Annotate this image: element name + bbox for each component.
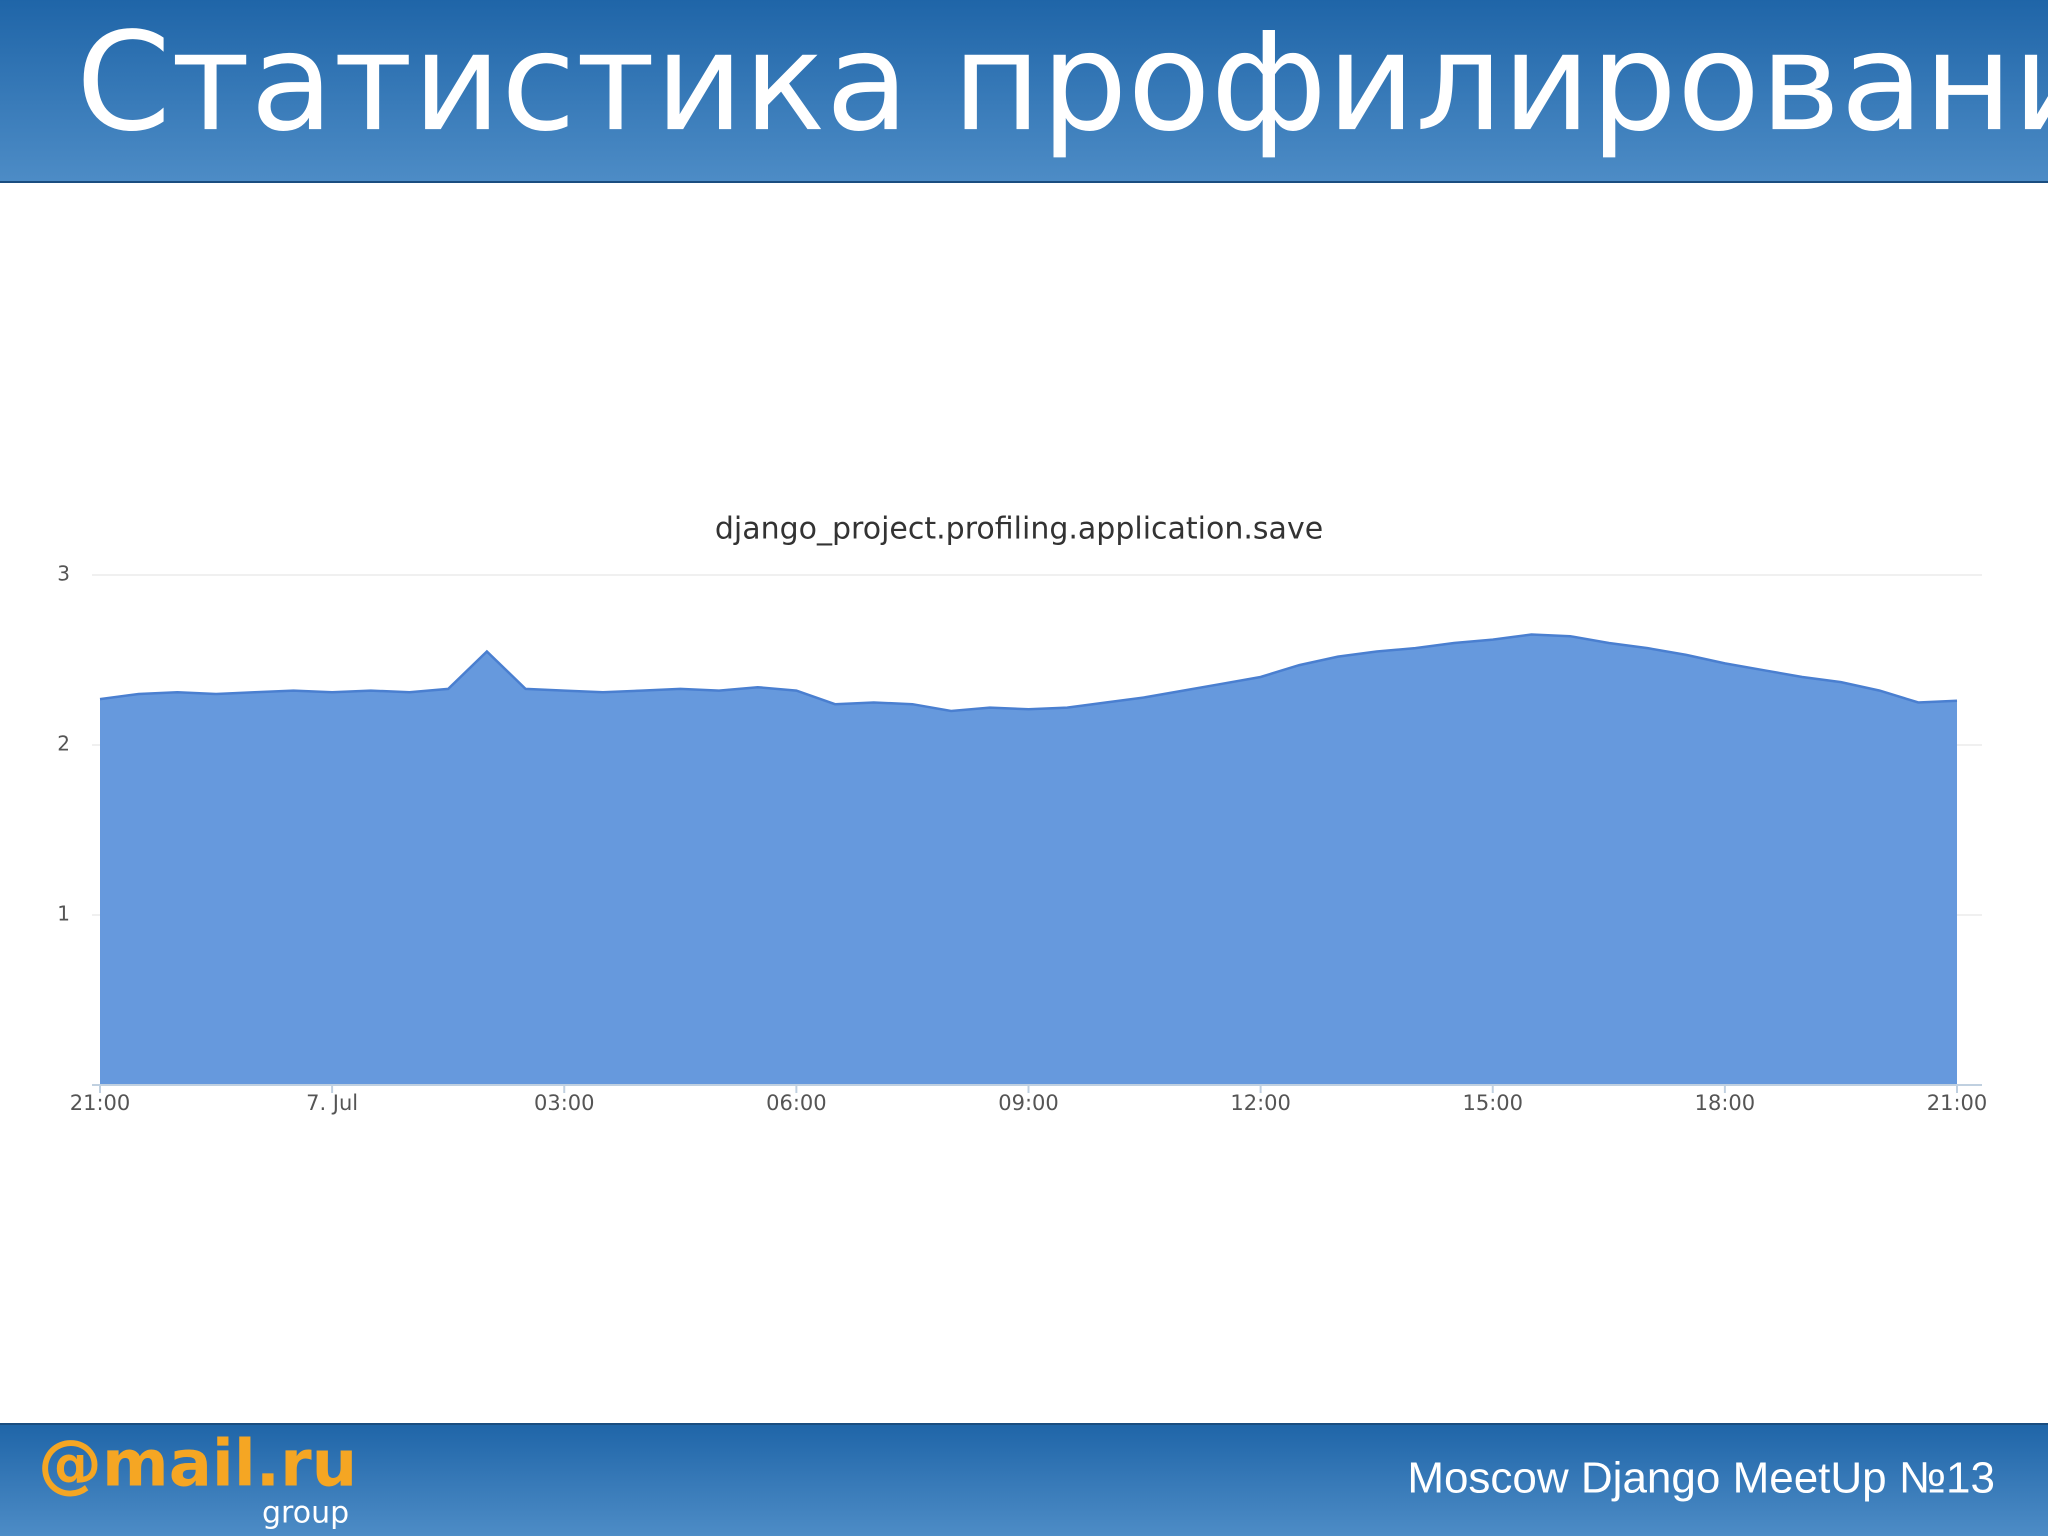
logo-sub: group: [262, 1496, 349, 1531]
x-tick-label: 21:00: [70, 1091, 131, 1115]
plot: 1 2 3 21:00 7. Jul 03:00 06:00 09:00 12:00 15:00 1…: [57, 562, 1987, 1116]
area-line: [99, 633, 1958, 713]
area: [100, 634, 1957, 1085]
x-tick-label: 21:00: [1927, 1091, 1988, 1115]
x-tick-label: 18:00: [1695, 1091, 1756, 1115]
x-tick-label: 06:00: [766, 1091, 827, 1115]
slide-title: Статистика профилирования: [76, 4, 2048, 162]
x-tick-label: 12:00: [1230, 1091, 1291, 1115]
x-tick-label: 03:00: [534, 1091, 595, 1115]
logo: @mail.ru: [38, 1428, 357, 1502]
x-tick-label: 7. Jul: [306, 1091, 358, 1115]
header-bar: [0, 0, 2048, 182]
chart-title: django_project.profiling.application.sav…: [715, 512, 1323, 547]
x-tick-label: 09:00: [998, 1091, 1059, 1115]
footer-text: Moscow Django MeetUp №13: [1407, 1454, 1995, 1503]
x-tick-label: 15:00: [1462, 1091, 1523, 1115]
y-tick-label: 2: [57, 732, 70, 756]
y-tick-label: 3: [57, 562, 70, 586]
footer-bar: [0, 1424, 2048, 1536]
y-tick-label: 1: [57, 902, 70, 926]
